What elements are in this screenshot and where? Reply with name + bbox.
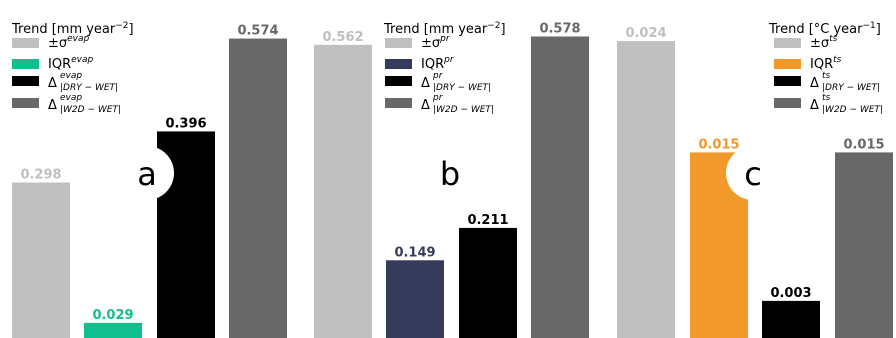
- bar-c-3: [762, 300, 820, 338]
- value-label-b-1: 0.562: [322, 30, 363, 45]
- bar-a-1: [12, 182, 70, 338]
- legend-label-a-2: IQRevap: [48, 55, 93, 72]
- bar-b-3: [459, 227, 517, 338]
- bar-b-1: [314, 44, 372, 338]
- value-label-b-2: 0.149: [394, 245, 435, 260]
- legend-swatch-b-2: [385, 59, 412, 69]
- value-label-b-3: 0.211: [467, 213, 508, 228]
- value-label-c-3: 0.003: [770, 286, 811, 301]
- bar-c-1: [617, 41, 675, 338]
- bar-a-4: [229, 38, 287, 338]
- value-label-b-4: 0.578: [539, 21, 580, 36]
- value-label-c-1: 0.024: [625, 26, 666, 41]
- legend-swatch-c-2: [774, 59, 801, 69]
- bar-a-2: [84, 322, 142, 338]
- legend-swatch-c-1: [774, 38, 801, 48]
- panel-label-a: a: [137, 155, 157, 193]
- legend-swatch-c-4: [774, 98, 801, 108]
- bar-b-4: [531, 36, 589, 338]
- legend-label-b-1: ±σpr: [421, 34, 451, 51]
- legend-label-c-2: IQRts: [810, 55, 842, 72]
- panel-label-circle-c: [726, 146, 780, 200]
- legend-swatch-b-4: [385, 98, 412, 108]
- panel-label-circle-b: [423, 146, 477, 200]
- legend-swatch-b-1: [385, 38, 412, 48]
- legend-title-c: Trend [°C year−1]: [768, 21, 881, 37]
- value-label-a-3: 0.396: [165, 116, 206, 131]
- bar-b-2: [386, 260, 444, 338]
- value-labels-layer: 0.298 0.029 0.396 0.574 0.562 0.149 0.211 0.578…: [20, 21, 884, 322]
- legend-swatch-a-4: [12, 98, 39, 108]
- panel-label-b: b: [440, 155, 460, 193]
- bar-c-4: [835, 152, 893, 338]
- legend-label-c-1: ±σts: [810, 34, 838, 51]
- legend-title-b: Trend [mm year−2]: [383, 21, 506, 37]
- legend-label-a-1: ±σevap: [48, 34, 90, 51]
- legend-label-b-2: IQRpr: [421, 55, 455, 72]
- panel-label-circle-a: [120, 146, 174, 200]
- bars-layer: [12, 36, 893, 338]
- value-label-a-2: 0.029: [92, 308, 133, 323]
- legend-swatch-a-3: [12, 76, 39, 86]
- panel-label-layer: a b c: [120, 146, 780, 200]
- value-label-c-2: 0.015: [698, 137, 739, 152]
- legend-swatch-a-1: [12, 38, 39, 48]
- value-label-a-4: 0.574: [237, 24, 278, 39]
- panel-label-c: c: [744, 155, 762, 193]
- legend-swatch-c-3: [774, 76, 801, 86]
- legend-title-a: Trend [mm year−2]: [11, 21, 134, 37]
- value-label-a-1: 0.298: [20, 168, 61, 183]
- value-label-c-4: 0.015: [843, 137, 884, 152]
- legend-swatch-b-3: [385, 76, 412, 86]
- legend-swatch-a-2: [12, 59, 39, 69]
